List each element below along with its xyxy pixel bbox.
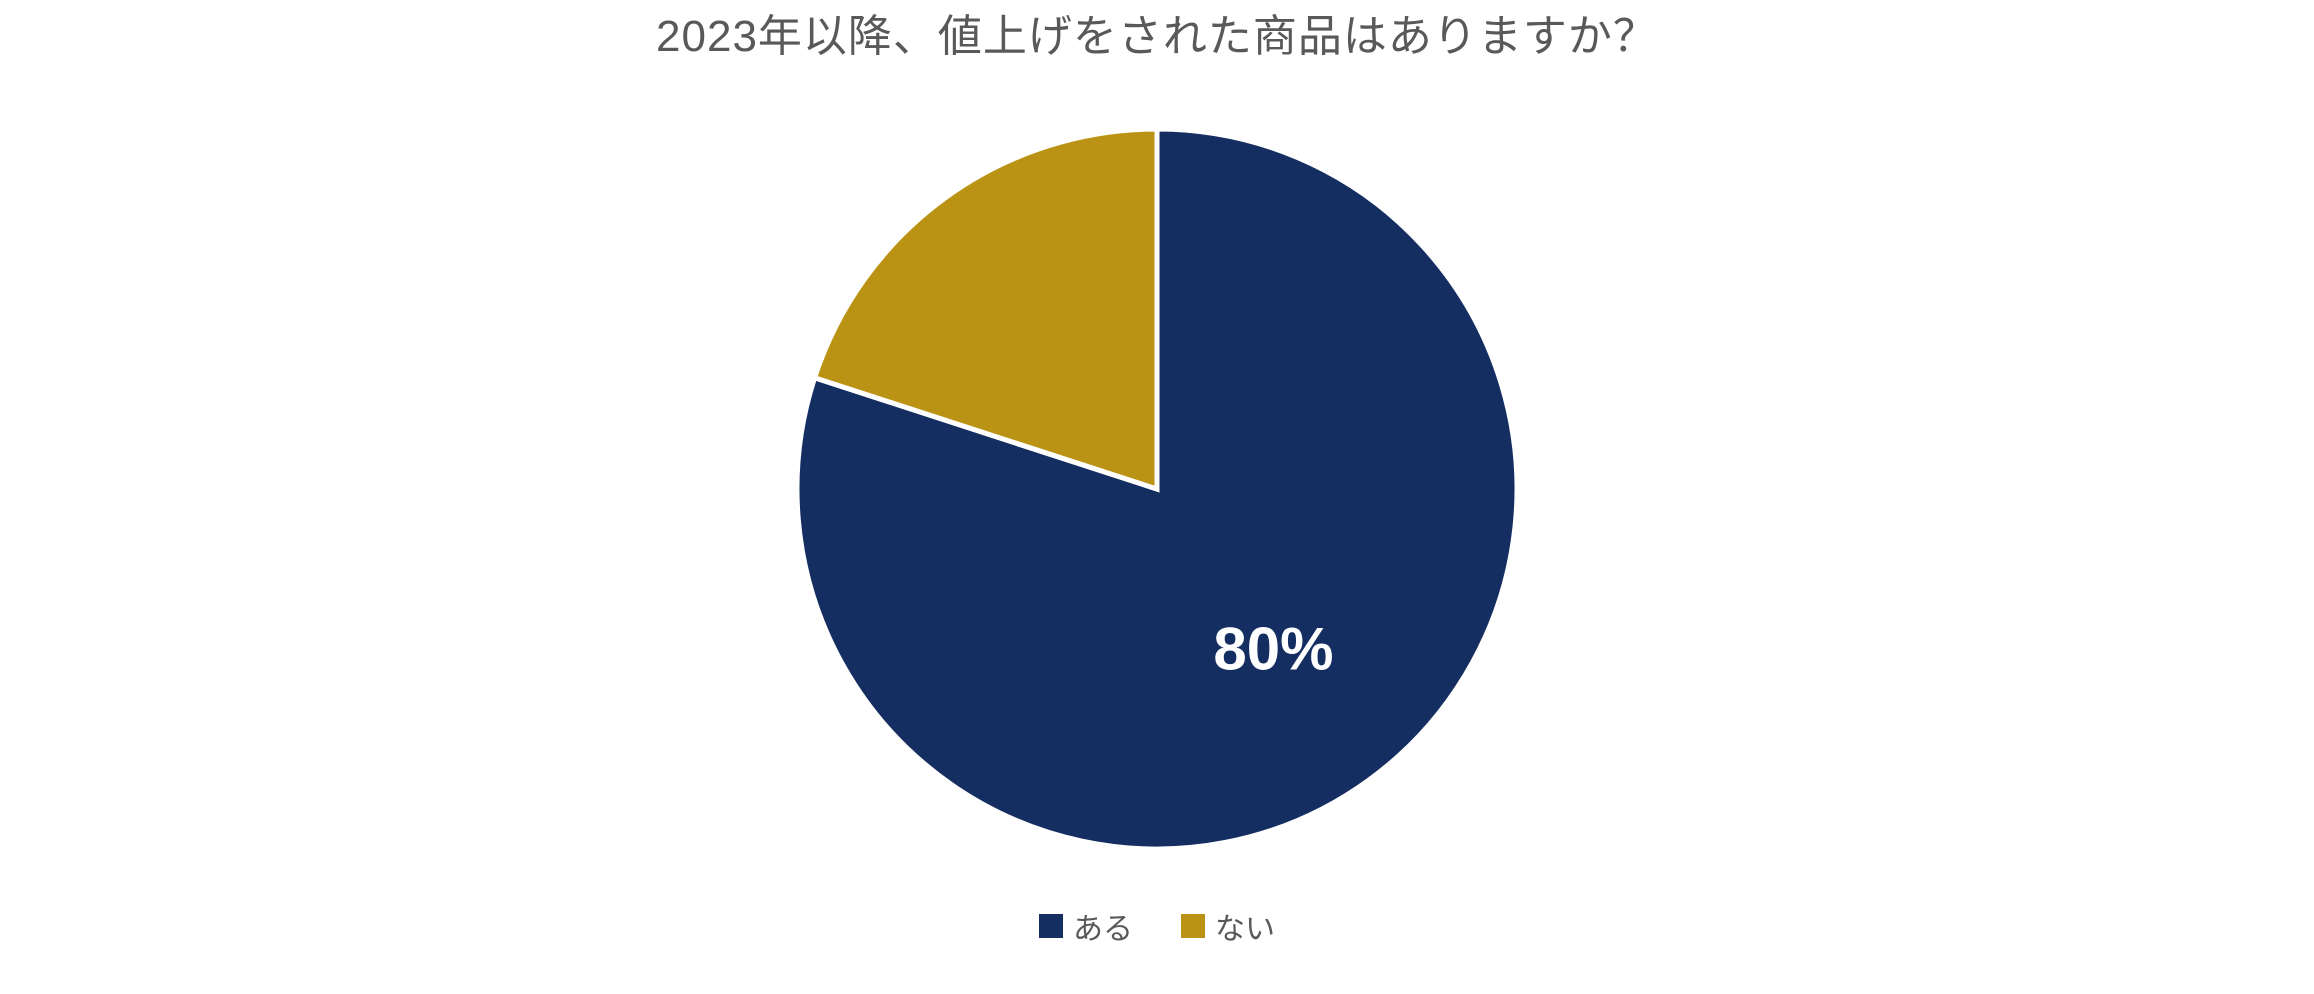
pie-chart: 80%	[792, 124, 1522, 854]
legend-label: ある	[1073, 904, 1133, 948]
legend-item: ない	[1181, 904, 1275, 948]
legend: ある ない	[1039, 904, 1275, 948]
legend-item: ある	[1039, 904, 1133, 948]
legend-label: ない	[1215, 904, 1275, 948]
slice-data-label: 80%	[1213, 615, 1333, 684]
pie-svg	[792, 124, 1522, 854]
legend-swatch	[1181, 914, 1205, 938]
chart-container: 2023年以降、値上げをされた商品はありますか？ 80% ある ない	[0, 0, 2314, 994]
legend-swatch	[1039, 914, 1063, 938]
chart-title: 2023年以降、値上げをされた商品はありますか？	[656, 0, 1658, 64]
